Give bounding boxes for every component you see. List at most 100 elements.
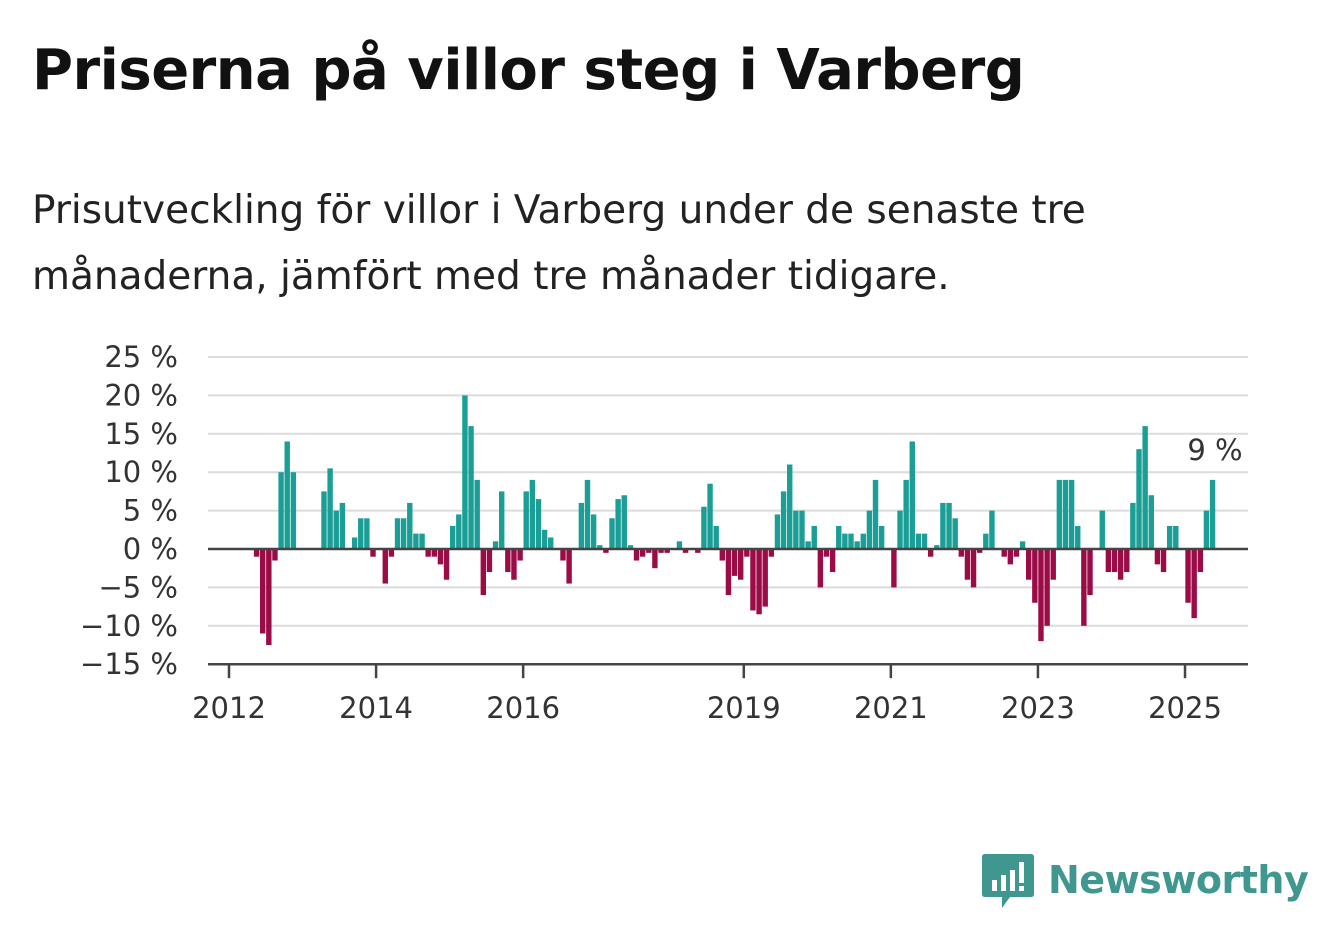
bar [976, 549, 983, 553]
bar [1209, 479, 1216, 549]
bar [327, 468, 333, 549]
bar [578, 502, 585, 549]
bar [590, 514, 597, 549]
x-tick-label: 2012 [192, 691, 266, 725]
y-tick-label: −5 % [98, 570, 178, 604]
bar [468, 426, 474, 549]
bar [750, 549, 756, 611]
bar [639, 549, 646, 557]
bar [278, 472, 284, 549]
x-tick-label: 2023 [1001, 691, 1075, 725]
bar [1130, 502, 1136, 549]
bar [799, 510, 805, 549]
bar [756, 549, 762, 615]
x-tick-label: 2019 [707, 691, 781, 725]
bar [1142, 426, 1148, 549]
bar [897, 510, 903, 549]
bar [351, 537, 358, 549]
bar [695, 549, 701, 553]
bars [253, 395, 1216, 645]
bar [903, 479, 909, 549]
bar [1026, 549, 1032, 580]
bar [1068, 479, 1075, 549]
bar [768, 549, 775, 557]
bar [400, 518, 407, 549]
bar [848, 533, 854, 549]
bar [1203, 510, 1210, 549]
bar [1056, 479, 1063, 549]
bar-chart-speech-bubble-icon [982, 854, 1034, 908]
bar [492, 541, 499, 549]
brand-name: Newsworthy [1048, 858, 1309, 902]
bar [713, 525, 719, 549]
bar [1124, 549, 1130, 573]
y-tick-label: 5 % [123, 494, 178, 528]
bar [1007, 549, 1014, 565]
y-tick-label: 25 % [104, 340, 178, 374]
chart-title: Priserna på villor steg i Varberg [32, 38, 1025, 103]
bar [505, 549, 511, 573]
bar [511, 549, 517, 580]
bar [731, 549, 738, 576]
bar [774, 514, 781, 549]
bar [744, 549, 750, 557]
bar [725, 549, 732, 596]
bar [842, 533, 848, 549]
bar [548, 537, 554, 549]
y-tick-label: 10 % [104, 455, 178, 489]
x-tick-label: 2016 [486, 691, 560, 725]
bar [682, 549, 689, 553]
bar [499, 491, 505, 549]
bar [829, 549, 836, 573]
bar [817, 549, 824, 588]
bar [1197, 549, 1203, 573]
bar [952, 518, 958, 549]
bar [1050, 549, 1056, 580]
bar [480, 549, 487, 596]
x-tick-label: 2021 [854, 691, 928, 725]
x-tick-label: 2025 [1148, 691, 1222, 725]
bar [989, 510, 995, 549]
bar [437, 549, 444, 565]
bar [1117, 549, 1124, 580]
bar [443, 549, 450, 580]
bar [805, 541, 811, 549]
bar [1019, 541, 1026, 549]
bar [891, 549, 897, 588]
bar [1075, 525, 1081, 549]
bar [425, 549, 431, 557]
bar [1160, 549, 1167, 573]
bar [970, 549, 977, 588]
bar [272, 549, 278, 561]
x-tick-label: 2014 [339, 691, 413, 725]
axes [208, 547, 1248, 679]
bar [358, 518, 364, 549]
bar [1185, 549, 1191, 603]
bar [780, 491, 787, 549]
bar [921, 533, 928, 549]
bar [823, 549, 830, 557]
bar [615, 499, 621, 549]
bar [597, 545, 603, 549]
bar [413, 533, 419, 549]
bar [1087, 549, 1093, 596]
bar [664, 549, 670, 553]
bar [462, 395, 468, 549]
newsworthy-logo: Newsworthy [980, 848, 1309, 912]
bar [1044, 549, 1050, 626]
bar [266, 549, 272, 645]
bar [456, 514, 462, 549]
bar [321, 491, 327, 549]
bar [1154, 549, 1161, 565]
bar [946, 502, 952, 549]
bar [474, 479, 480, 549]
bar [621, 495, 627, 549]
bar [872, 479, 879, 549]
bar [1001, 549, 1007, 557]
bar [701, 506, 707, 549]
bar [609, 518, 615, 549]
bar [811, 525, 817, 549]
bar [866, 510, 873, 549]
bar [787, 464, 793, 549]
bar [1105, 549, 1112, 573]
